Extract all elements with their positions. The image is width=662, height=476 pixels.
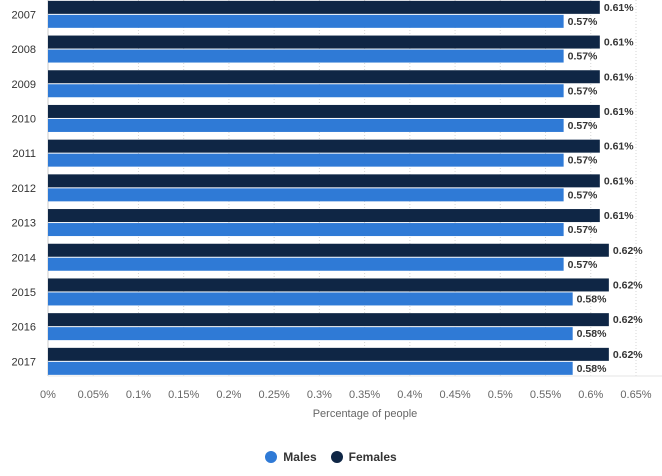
x-tick-label: 0.2% [216, 389, 241, 401]
bar-females [48, 0, 600, 14]
data-label-females: 0.61% [604, 210, 634, 222]
x-tick-label: 0% [40, 389, 56, 401]
bar-males [48, 14, 564, 28]
legend-item-males[interactable]: Males [265, 450, 317, 464]
y-tick-label: 2014 [12, 252, 36, 264]
x-tick-label: 0.55% [530, 389, 561, 401]
y-tick-label: 2013 [12, 218, 36, 230]
x-tick-label: 0.3% [307, 389, 332, 401]
bar-females [48, 139, 600, 153]
bar-females [48, 278, 609, 292]
legend-marker-females [330, 451, 343, 463]
y-tick-label: 2011 [12, 148, 36, 160]
legend-item-females[interactable]: Females [330, 450, 397, 464]
bar-females [48, 70, 600, 84]
data-label-females: 0.62% [613, 279, 643, 291]
bar-males [48, 188, 564, 202]
data-label-females: 0.61% [604, 71, 634, 83]
y-tick-label: 2015 [12, 287, 36, 299]
data-label-females: 0.62% [613, 349, 643, 361]
bar-males [48, 257, 564, 271]
bar-males [48, 153, 564, 167]
data-label-females: 0.62% [613, 245, 643, 257]
x-tick-label: 0.05% [78, 389, 109, 401]
y-tick-label: 2016 [12, 322, 36, 334]
bar-females [48, 174, 600, 188]
data-label-males: 0.58% [577, 328, 607, 340]
legend-label-females: Females [348, 450, 397, 464]
bar-males [48, 84, 564, 98]
y-tick-label: 2017 [12, 356, 36, 368]
bar-females [48, 243, 609, 257]
y-tick-label: 2012 [12, 183, 36, 195]
bar-females [48, 313, 609, 327]
data-label-males: 0.57% [568, 16, 598, 28]
data-label-males: 0.57% [568, 224, 598, 236]
y-tick-label: 2008 [12, 44, 36, 56]
data-label-females: 0.62% [613, 314, 643, 326]
data-label-females: 0.61% [604, 106, 634, 118]
x-tick-label: 0.35% [349, 389, 380, 401]
data-label-males: 0.58% [577, 293, 607, 305]
data-label-females: 0.61% [604, 37, 634, 49]
bar-females [48, 209, 600, 223]
data-label-females: 0.61% [604, 2, 634, 14]
legend-marker-males [265, 451, 278, 463]
bar-males [48, 118, 564, 132]
bar-males [48, 361, 573, 375]
x-tick-label: 0.5% [488, 389, 513, 401]
x-tick-label: 0.1% [126, 389, 151, 401]
data-label-males: 0.57% [568, 85, 598, 97]
bar-females [48, 347, 609, 361]
x-tick-label: 0.65% [620, 389, 651, 401]
legend-label-males: Males [283, 450, 317, 464]
bar-males [48, 327, 573, 341]
data-label-females: 0.61% [604, 175, 634, 187]
x-tick-label: 0.6% [578, 389, 603, 401]
bar-females [48, 104, 600, 118]
x-tick-label: 0.45% [439, 389, 470, 401]
bar-males [48, 49, 564, 63]
data-label-males: 0.57% [568, 189, 598, 201]
y-tick-label: 2010 [12, 113, 36, 125]
legend: Males Females [0, 448, 662, 466]
y-tick-label: 2009 [12, 79, 36, 91]
y-tick-label: 2007 [12, 9, 36, 21]
x-tick-label: 0.25% [259, 389, 290, 401]
data-label-males: 0.57% [568, 51, 598, 63]
bar-males [48, 292, 573, 306]
x-axis-title: Percentage of people [312, 408, 418, 420]
bar-males [48, 223, 564, 237]
data-label-males: 0.58% [577, 363, 607, 375]
x-tick-label: 0.15% [168, 389, 199, 401]
bar-females [48, 35, 600, 49]
data-label-females: 0.61% [604, 141, 634, 153]
data-label-males: 0.57% [568, 120, 598, 132]
data-label-males: 0.57% [568, 259, 598, 271]
x-tick-label: 0.4% [397, 389, 422, 401]
data-label-males: 0.57% [568, 155, 598, 167]
